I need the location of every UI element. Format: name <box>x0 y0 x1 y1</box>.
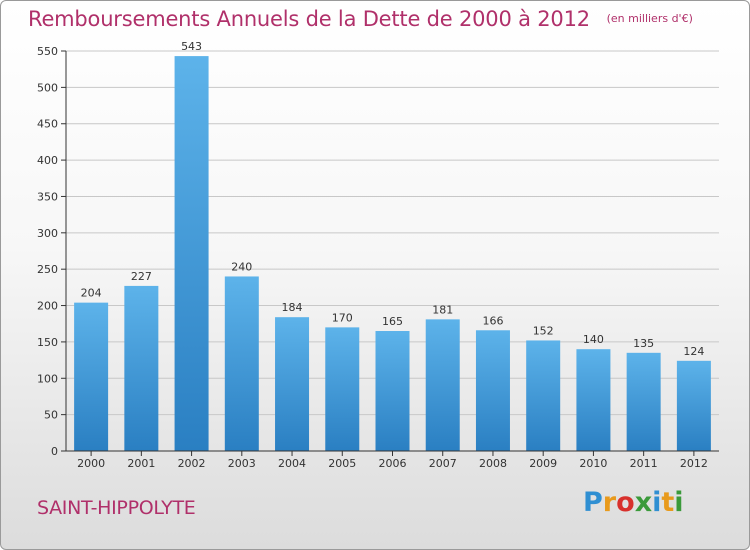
logo-letter: i <box>652 487 662 518</box>
x-tick-label: 2007 <box>429 457 457 470</box>
logo-letter: P <box>583 487 603 518</box>
chart-title-text: Remboursements Annuels de la Dette de 20… <box>28 7 590 31</box>
labels: 0 50 100 150 200 250 300 350 400 450 500 550 204 2000… <box>37 40 708 470</box>
data-label: 124 <box>683 345 704 358</box>
logo-letter: r <box>602 487 617 518</box>
data-label: 543 <box>181 40 202 53</box>
bar <box>224 276 259 451</box>
x-tick-label: 2006 <box>379 457 407 470</box>
data-label: 181 <box>432 303 453 316</box>
x-tick-label: 2012 <box>680 457 708 470</box>
data-label: 165 <box>382 315 403 328</box>
logo-letter: t <box>661 487 675 518</box>
bar <box>475 330 510 451</box>
x-tick-label: 2011 <box>630 457 658 470</box>
bar <box>74 302 109 451</box>
data-label: 240 <box>231 260 252 273</box>
y-tick-label: 550 <box>37 45 58 58</box>
logo-letter: x <box>634 487 653 518</box>
x-tick-label: 2002 <box>178 457 206 470</box>
x-tick-label: 2004 <box>278 457 306 470</box>
y-tick-label: 100 <box>37 372 58 385</box>
bar <box>375 331 410 451</box>
chart-unit-note: (en milliers d'€) <box>606 12 693 25</box>
data-label: 135 <box>633 337 654 350</box>
x-tick-label: 2001 <box>127 457 155 470</box>
data-label: 140 <box>583 333 604 346</box>
logo-letter: o <box>616 487 635 518</box>
x-tick-label: 2010 <box>579 457 607 470</box>
bar <box>174 56 209 451</box>
bar <box>425 319 460 451</box>
y-tick-label: 50 <box>44 409 58 422</box>
bar <box>576 349 611 451</box>
data-label: 166 <box>482 314 503 327</box>
chart-title: Remboursements Annuels de la Dette de 20… <box>28 7 693 31</box>
y-tick-label: 300 <box>37 227 58 240</box>
bar <box>275 317 310 451</box>
y-tick-label: 200 <box>37 300 58 313</box>
proxiti-logo: Proxiti <box>583 487 684 518</box>
data-label: 204 <box>81 287 102 300</box>
data-label: 170 <box>332 311 353 324</box>
x-tick-label: 2008 <box>479 457 507 470</box>
data-label: 227 <box>131 270 152 283</box>
data-label: 184 <box>282 301 303 314</box>
data-label: 152 <box>533 324 554 337</box>
bars <box>74 56 711 451</box>
commune-name: SAINT-HIPPOLYTE <box>37 497 196 519</box>
y-tick-label: 0 <box>51 445 58 458</box>
y-tick-label: 450 <box>37 118 58 131</box>
x-tick-label: 2009 <box>529 457 557 470</box>
y-tick-label: 150 <box>37 336 58 349</box>
bar <box>676 360 711 451</box>
bar <box>325 327 360 451</box>
x-tick-label: 2003 <box>228 457 256 470</box>
y-tick-label: 350 <box>37 190 58 203</box>
bar <box>526 340 561 451</box>
bar <box>124 285 159 451</box>
y-tick-label: 250 <box>37 263 58 276</box>
x-tick-label: 2005 <box>328 457 356 470</box>
y-tick-label: 500 <box>37 81 58 94</box>
logo-letter: i <box>674 487 684 518</box>
y-tick-label: 400 <box>37 154 58 167</box>
bar <box>626 352 661 451</box>
x-tick-label: 2000 <box>77 457 105 470</box>
axes <box>61 50 719 456</box>
